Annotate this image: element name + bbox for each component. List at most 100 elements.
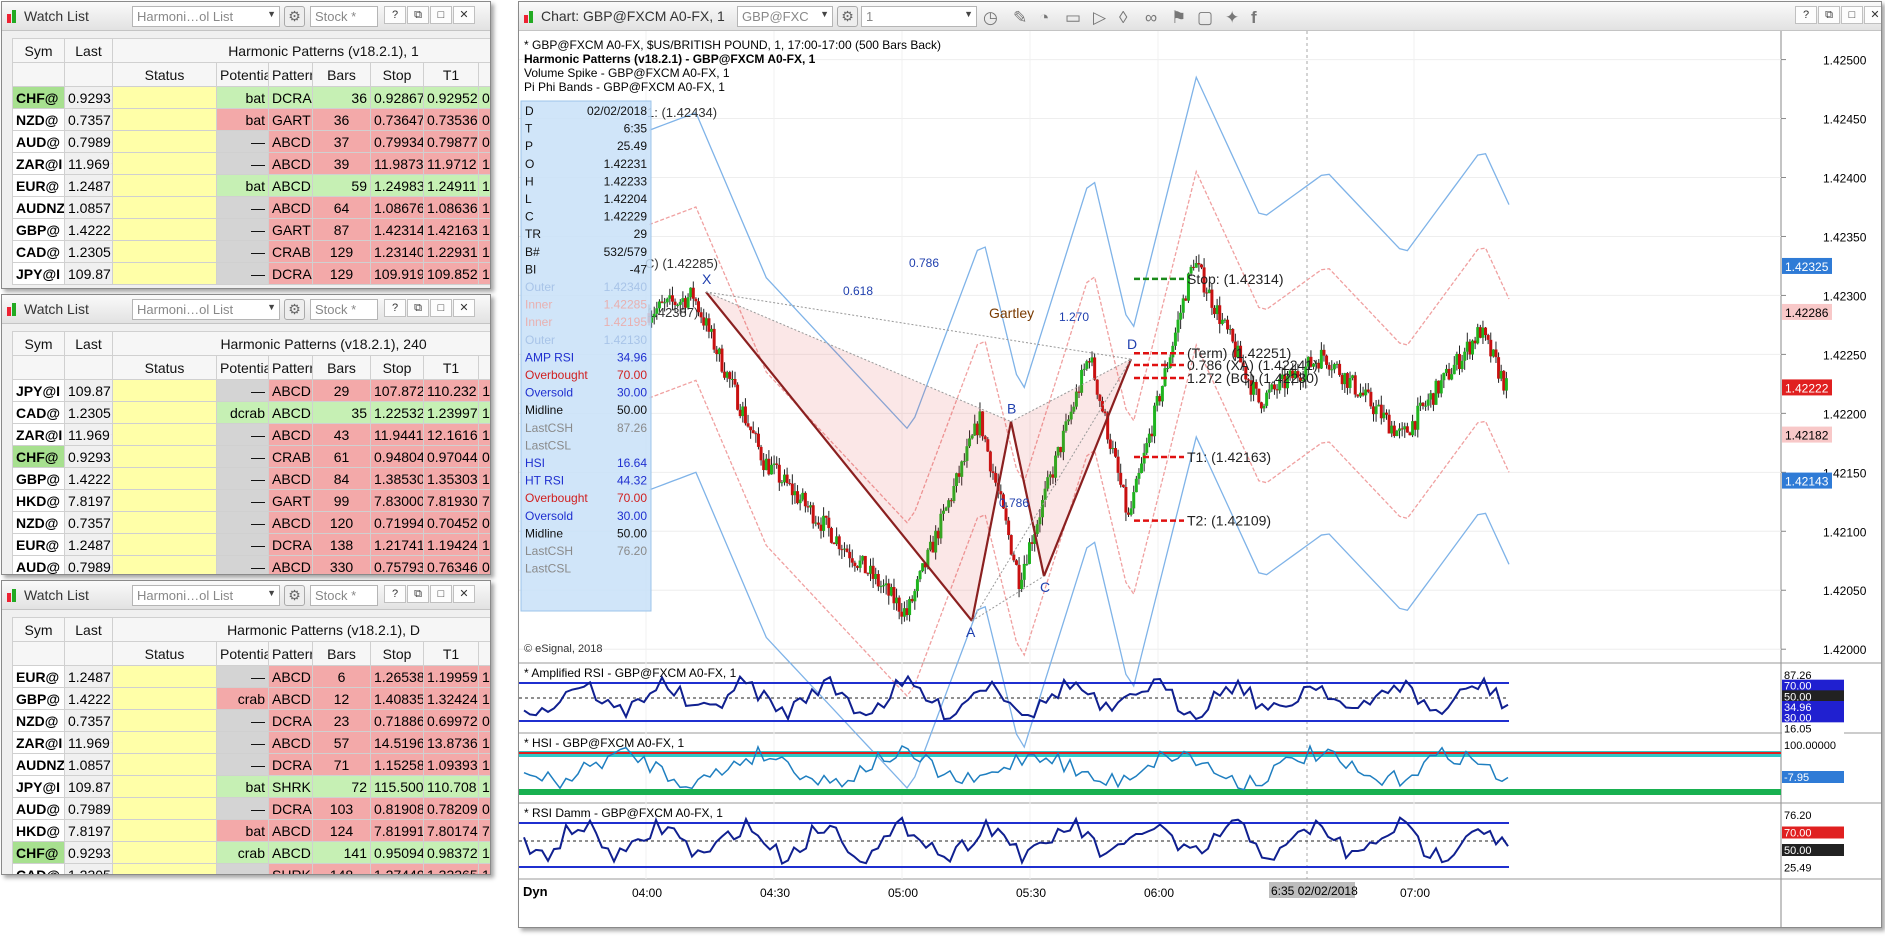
- col-header-sym[interactable]: Sym: [12, 617, 65, 642]
- close-button[interactable]: ✕: [1864, 6, 1881, 24]
- study-header[interactable]: Harmonic Patterns (v18.2.1), D: [111, 617, 490, 642]
- symbol-cell[interactable]: AUD@: [12, 130, 65, 153]
- table-row[interactable]: JPY@I109.87▼—DCRAE129109.919109.852109.8…: [12, 262, 490, 285]
- col-header[interactable]: Pattern: [268, 641, 313, 666]
- watch-list-titlebar[interactable]: Watch List Harmoni…ol List ▼ ⚙ Stock *? ⧉ □ ✕: [2, 295, 490, 324]
- get-icon[interactable]: ▭: [1065, 8, 1082, 27]
- col-header-status[interactable]: Status: [112, 62, 217, 87]
- maximize-button[interactable]: □: [1841, 6, 1863, 24]
- symbol-cell[interactable]: AUD@: [12, 555, 65, 574]
- close-button[interactable]: ✕: [453, 299, 475, 317]
- symbol-cell[interactable]: CAD@: [12, 863, 65, 874]
- flag-icon[interactable]: ⚑: [1171, 8, 1187, 27]
- col-header[interactable]: Stop: [370, 62, 424, 87]
- table-row[interactable]: HKD@7.8197▼ batABCD1247.819917.801747.785…: [12, 819, 490, 842]
- col-header[interactable]: Bars: [312, 355, 371, 380]
- table-row[interactable]: CHF@0.9293▲batDCRAE360.928670.929520.929…: [12, 86, 490, 109]
- trend-icon[interactable]: ◔: [1039, 8, 1050, 27]
- clock-icon[interactable]: ◷: [983, 8, 998, 27]
- col-header[interactable]: T2: [477, 355, 490, 380]
- symbol-cell[interactable]: EUR@: [12, 174, 65, 197]
- maximize-button[interactable]: □: [430, 6, 452, 24]
- symbol-cell[interactable]: NZD@: [12, 511, 65, 534]
- col-header[interactable]: Stop: [370, 355, 424, 380]
- fill-icon[interactable]: ◊: [1119, 8, 1128, 27]
- symbol-cell[interactable]: AUD@: [12, 797, 65, 820]
- close-button[interactable]: ✕: [453, 6, 475, 24]
- restore-button[interactable]: ⧉: [1818, 6, 1840, 24]
- watch-list-titlebar[interactable]: Watch List Harmoni…ol List ▼ ⚙ Stock *? ⧉ □ ✕: [2, 581, 490, 610]
- help-button[interactable]: ?: [384, 299, 406, 317]
- restore-button[interactable]: ⧉: [407, 6, 429, 24]
- symbol-cell[interactable]: EUR@: [12, 533, 65, 556]
- help-button[interactable]: ?: [1795, 6, 1817, 24]
- col-header[interactable]: T1: [423, 62, 479, 87]
- symbol-cell[interactable]: NZD@: [12, 108, 65, 131]
- symbol-cell[interactable]: EUR@: [12, 665, 65, 688]
- watch-list-combo[interactable]: Harmoni…ol List ▼: [132, 585, 280, 606]
- symbol-cell[interactable]: HKD@: [12, 819, 65, 842]
- symbol-cell[interactable]: ZAR@I: [12, 152, 65, 175]
- symbol-cell[interactable]: JPY@I: [12, 262, 65, 285]
- chart-interval-combo[interactable]: 1 ▼: [861, 6, 977, 27]
- symbol-cell[interactable]: ZAR@I: [12, 423, 65, 446]
- table-row[interactable]: EUR@1.2487▼ batABCD591.249831.249111.2486…: [12, 174, 490, 197]
- col-header-sym[interactable]: Sym: [12, 331, 65, 356]
- gear-icon[interactable]: ⚙: [284, 6, 305, 27]
- chart-symbol-combo[interactable]: GBP@FXC ▼: [737, 6, 833, 27]
- col-header-last[interactable]: Last: [64, 617, 113, 642]
- gear-icon[interactable]: ⚙: [284, 585, 305, 606]
- help-button[interactable]: ?: [384, 6, 406, 24]
- restore-button[interactable]: ⧉: [407, 585, 429, 603]
- col-header[interactable]: T2: [477, 62, 490, 87]
- play-icon[interactable]: ▷: [1093, 8, 1107, 27]
- symbol-cell[interactable]: JPY@I: [12, 775, 65, 798]
- twitter-icon[interactable]: ✦: [1225, 8, 1240, 27]
- chart-titlebar[interactable]: Chart: GBP@FXCM A0-FX, 1 GBP@FXC ▼ ⚙ 1 ▼ ◷…: [519, 2, 1881, 31]
- col-header[interactable]: Potentia: [216, 641, 269, 666]
- symbol-input[interactable]: Stock *: [310, 299, 378, 320]
- symbol-cell[interactable]: CAD@: [12, 401, 65, 424]
- link-icon[interactable]: ∞: [1145, 8, 1158, 27]
- watch-list-combo[interactable]: Harmoni…ol List ▼: [132, 6, 280, 27]
- col-header[interactable]: T1: [423, 641, 479, 666]
- symbol-cell[interactable]: GBP@: [12, 687, 65, 710]
- col-header[interactable]: Pattern: [268, 355, 313, 380]
- maximize-button[interactable]: □: [430, 585, 452, 603]
- pencil-icon[interactable]: ✎: [1013, 8, 1028, 27]
- table-row[interactable]: EUR@1.2487▼ —DCRAE1381.217411.194241.1856…: [12, 533, 490, 556]
- restore-button[interactable]: ⧉: [407, 299, 429, 317]
- symbol-input[interactable]: Stock *: [310, 585, 378, 606]
- col-header[interactable]: T1: [423, 355, 479, 380]
- col-header[interactable]: Bars: [312, 641, 371, 666]
- col-header-status[interactable]: Status: [112, 641, 217, 666]
- chart-canvas[interactable]: 1.42500 1.42450 1.42400 1.42350 1.42300 1.422…: [519, 31, 1882, 928]
- gear-icon[interactable]: ⚙: [837, 6, 858, 27]
- col-header[interactable]: Potentia: [216, 62, 269, 87]
- col-header[interactable]: Pattern: [268, 62, 313, 87]
- col-header[interactable]: Bars: [312, 62, 371, 87]
- close-button[interactable]: ✕: [453, 585, 475, 603]
- col-header[interactable]: T2: [477, 641, 490, 666]
- facebook-icon[interactable]: f: [1251, 8, 1257, 27]
- symbol-cell[interactable]: CAD@: [12, 240, 65, 263]
- symbol-cell[interactable]: NZD@: [12, 709, 65, 732]
- comment-icon[interactable]: ▢: [1197, 8, 1214, 27]
- col-header-last[interactable]: Last: [64, 331, 113, 356]
- watch-list-titlebar[interactable]: Watch List Harmoni…ol List ▼ ⚙ Stock *? ⧉ □ ✕: [2, 2, 490, 31]
- symbol-cell[interactable]: AUDNZ: [12, 196, 65, 219]
